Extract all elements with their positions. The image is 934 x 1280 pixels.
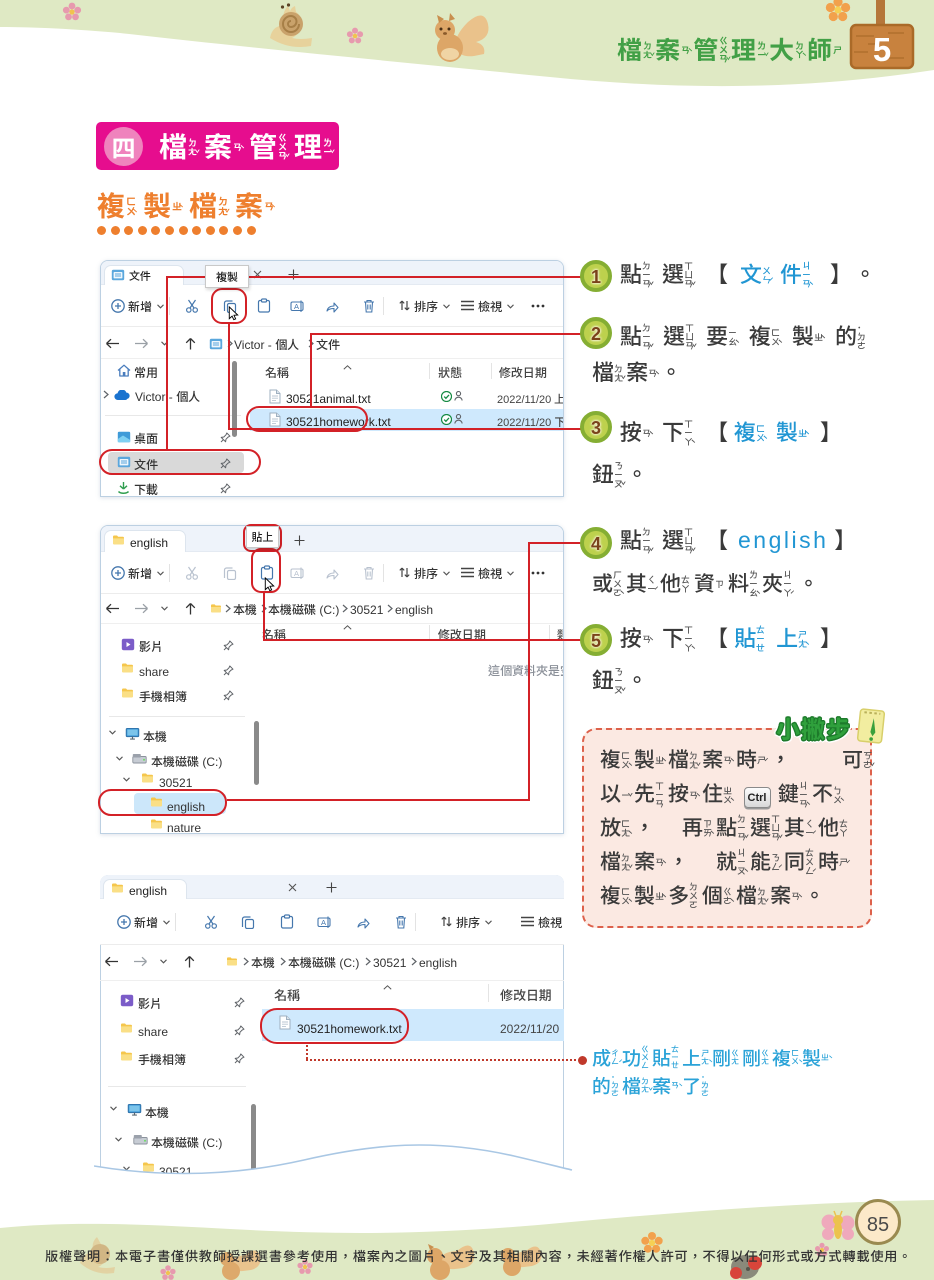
svg-text:A: A — [294, 302, 299, 311]
svg-text:A: A — [294, 569, 299, 578]
svg-text:A: A — [321, 918, 326, 927]
